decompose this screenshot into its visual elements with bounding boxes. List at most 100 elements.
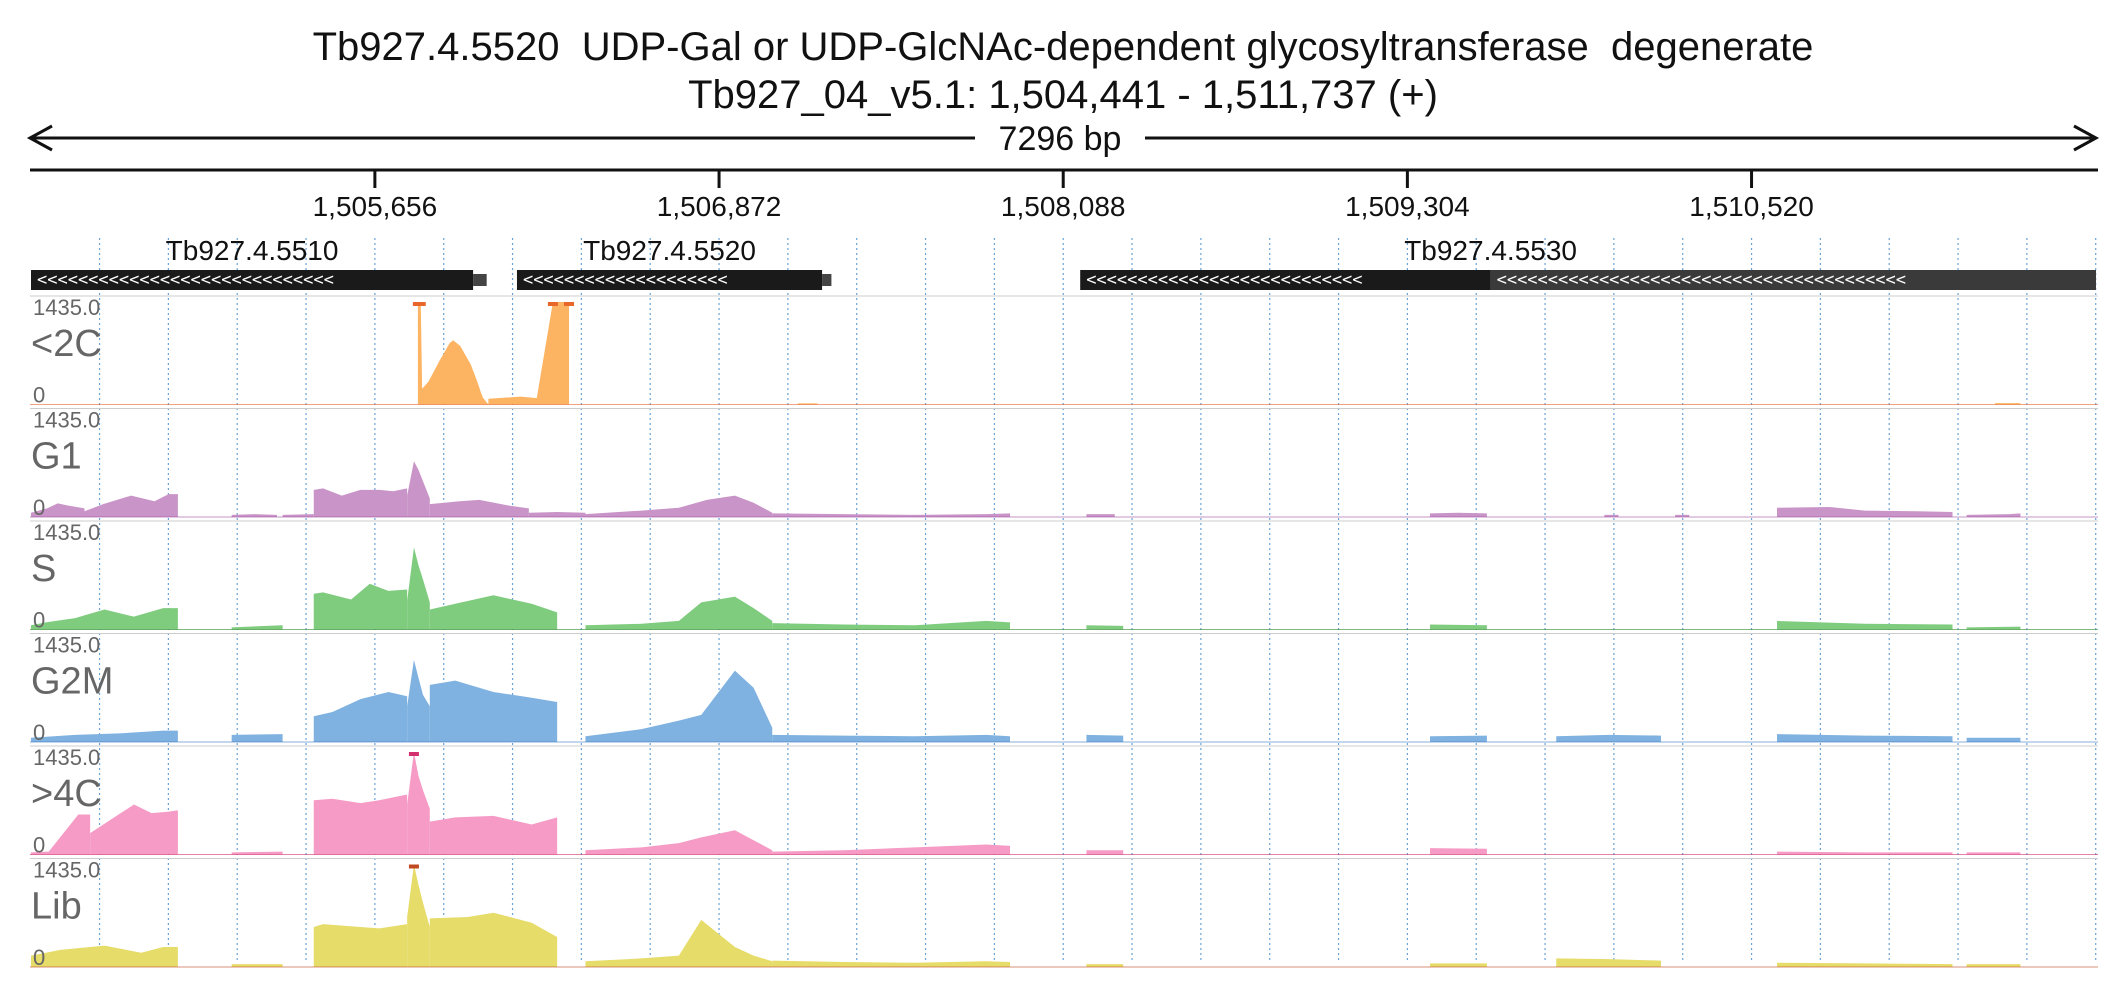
span-label: 7296 bp [999,120,1122,158]
track-ymax-label: 1435.0 [33,745,100,770]
clip-marker [408,864,419,869]
coverage-area [1966,513,2021,517]
track-ymax-label: 1435.0 [33,633,100,658]
coverage-area [313,692,408,742]
coverage-area [231,514,277,517]
coverage-area [31,503,85,517]
coverage-track: 1435.0 0 G2M [30,633,2098,745]
x-tick-label: 1,510,520 [1689,191,1814,222]
strand-chevrons: <<<<<<<<<<<<<<<<<<<<<<<<<<< [1086,270,1362,290]
coverage-area [313,488,408,517]
track-name: <2C [31,323,102,365]
coverage-area [772,844,1011,855]
coverage-track: 1435.0 0 S [30,520,2098,633]
coverage-area [1556,734,1661,742]
coverage-area [407,461,430,517]
gene-label: Tb927.4.5510 [166,235,339,266]
coverage-area [407,752,430,855]
coverage-area [585,670,773,742]
gene-cds-bar [1080,270,1491,290]
coverage-area [488,302,570,405]
coverage-area [1777,507,1953,517]
track-name: G1 [31,436,82,478]
coverage-area [772,620,1011,630]
coverage-area [31,730,178,742]
clip-marker [415,302,426,306]
coverage-area [772,734,1011,742]
track-ymax-label: 1435.0 [33,858,100,883]
coverage-area [772,513,1011,517]
coverage-area [313,924,408,967]
gene-utr-bar [473,274,487,286]
track-ymin-label: 0 [33,720,45,745]
track-name: >4C [31,773,102,815]
track-ymin-label: 0 [33,495,45,520]
coverage-area [1430,735,1487,742]
coverage-area [1966,737,2021,742]
track-ymin-label: 0 [33,833,45,858]
coverage-area [90,804,178,855]
coverage-area [1086,734,1124,742]
coverage-tracks: 1435.00<2C1435.00G11435.00S1435.00G2M143… [30,295,2098,970]
coverage-area [772,960,1011,967]
gene-cds-bar [516,270,823,290]
gene-cds-bar [31,270,474,290]
gene-model: <<<<<<<<<<<<<<<<<<<< Tb927.4.5520 [516,235,832,290]
coverage-area [1086,850,1124,855]
track-name: G2M [31,661,113,703]
coverage-track: 1435.0 0 Lib [30,858,2098,970]
coverage-area [1966,852,2021,855]
coverage-area [1966,964,2021,967]
coverage-area [429,499,529,517]
coverage-area [231,734,283,742]
coverage-area [407,547,430,630]
coverage-area [313,794,408,855]
coverage-area [1430,963,1487,967]
coverage-area [1430,848,1487,855]
gene-model: <<<<<<<<<<<<<<<<<<<<<<<<<<< Tb927.4.5530 [1080,235,1577,290]
gene-cds-bar [1490,270,2096,290]
coverage-area [1777,620,1953,630]
track-name: S [31,548,56,590]
coverage-area [1556,958,1661,967]
coverage-area [1777,851,1953,855]
track-ymin-label: 0 [33,608,45,633]
coverage-track: 1435.0 0 <2C [30,295,2098,408]
coverage-track: 1435.0 0 G1 [30,408,2098,520]
coverage-area [429,595,558,630]
gene-model: <<<<<<<<<<<<<<<<<<<<<<<<<<<<<<<<<<<<<<<< [1490,270,2096,290]
coverage-area [1604,514,1619,517]
strand-chevrons: <<<<<<<<<<<<<<<<<<<< [523,270,728,290]
coverage-area [407,659,430,742]
coverage-area [31,608,178,630]
coverage-area [528,512,586,517]
strand-chevrons: <<<<<<<<<<<<<<<<<<<<<<<<<<<<<<<<<<<<<<<< [1497,270,1906,290]
coverage-area [1086,514,1115,517]
coverage-area [313,583,408,630]
x-tick-label: 1,509,304 [1345,191,1470,222]
coverage-area [1777,962,1953,967]
coverage-area [585,495,773,517]
coverage-area [31,945,178,967]
gene-label: Tb927.4.5520 [583,235,756,266]
track-name: Lib [31,886,82,928]
coverage-area [585,596,773,630]
chart-subtitle: Tb927_04_v5.1: 1,504,441 - 1,511,737 (+) [688,73,1438,117]
chart-title: Tb927.4.5520 UDP-Gal or UDP-GlcNAc-depen… [313,25,1814,69]
coverage-area [429,912,558,967]
track-ymax-label: 1435.0 [33,295,100,320]
gene-track: <<<<<<<<<<<<<<<<<<<<<<<<<<<<< Tb927.4.551… [31,235,2096,290]
coverage-area [585,919,773,967]
strand-chevrons: <<<<<<<<<<<<<<<<<<<<<<<<<<<<< [37,270,334,290]
coverage-area [231,851,283,855]
x-axis: 1,505,656 1,506,872 1,508,088 1,509,304 1,51… [30,168,2098,222]
coverage-area [84,494,178,517]
coverage-area [585,830,773,855]
coverage-area [1086,964,1124,967]
gene-model: <<<<<<<<<<<<<<<<<<<<<<<<<<<<< Tb927.4.551… [31,235,487,290]
coverage-area [407,864,430,967]
coverage-area [1086,625,1124,630]
clip-marker [564,302,575,306]
x-tick-label: 1,505,656 [313,191,438,222]
